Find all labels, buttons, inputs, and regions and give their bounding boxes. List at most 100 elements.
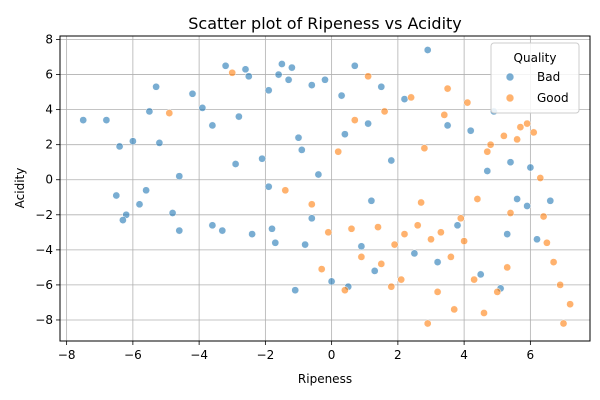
point-bad: [129, 137, 137, 146]
point-bad: [294, 133, 303, 142]
point-bad: [175, 172, 184, 181]
y-axis-ticks: −8 −6 −4 −2 0 2 4 6 8: [35, 33, 60, 327]
legend-label-good: Good: [537, 91, 569, 105]
point-good: [374, 223, 382, 231]
point-good: [443, 84, 452, 93]
point-bad: [231, 160, 240, 168]
point-bad: [533, 235, 541, 244]
point-bad: [364, 119, 372, 128]
point-bad: [400, 95, 409, 103]
point-good: [483, 147, 492, 156]
point-bad: [453, 221, 462, 230]
point-bad: [307, 214, 316, 223]
point-bad: [115, 142, 124, 151]
y-tick-label: −2: [35, 208, 53, 222]
point-good: [281, 186, 290, 195]
point-bad: [271, 238, 280, 247]
point-good: [417, 198, 425, 207]
point-good: [500, 132, 508, 140]
legend-marker-bad: [505, 72, 515, 82]
x-tick-label: 2: [394, 348, 402, 362]
point-bad: [235, 112, 243, 121]
point-bad: [168, 209, 177, 217]
legend: Quality Bad Good: [490, 42, 580, 114]
point-bad: [278, 60, 286, 68]
point-good: [536, 174, 545, 182]
point-bad: [357, 242, 366, 251]
point-good: [307, 200, 316, 209]
point-bad: [274, 70, 283, 79]
point-bad: [327, 277, 336, 286]
point-bad: [208, 121, 217, 130]
x-tick-label: −6: [124, 348, 142, 362]
x-tick-label: −8: [58, 348, 76, 362]
point-bad: [523, 202, 531, 210]
point-good: [413, 221, 422, 230]
point-good: [357, 253, 366, 261]
point-bad: [268, 224, 276, 233]
point-good: [400, 230, 409, 238]
point-bad: [188, 89, 197, 98]
x-tick-label: −4: [190, 348, 208, 362]
point-bad: [145, 107, 154, 116]
point-bad: [410, 249, 419, 258]
point-bad: [433, 258, 442, 266]
point-bad: [370, 267, 379, 275]
point-bad: [264, 86, 273, 95]
point-bad: [546, 196, 555, 205]
y-tick-label: 8: [45, 33, 53, 47]
point-bad: [102, 116, 111, 124]
point-bad: [483, 167, 492, 175]
point-bad: [198, 104, 207, 112]
point-bad: [337, 91, 346, 100]
point-good: [433, 288, 442, 296]
point-good: [460, 237, 468, 245]
point-bad: [526, 163, 535, 172]
point-bad: [443, 121, 452, 130]
point-bad: [297, 146, 306, 154]
point-good: [407, 93, 415, 102]
y-tick-label: −8: [35, 313, 53, 327]
point-good: [480, 309, 488, 317]
point-good: [513, 135, 521, 144]
point-good: [503, 263, 512, 272]
point-bad: [341, 130, 349, 139]
point-good: [397, 275, 406, 284]
point-good: [437, 228, 445, 237]
point-good: [539, 212, 548, 221]
point-good: [420, 144, 429, 153]
series-bad: [79, 46, 555, 295]
point-bad: [466, 126, 475, 135]
point-good: [387, 282, 396, 291]
point-good: [423, 319, 432, 328]
point-good: [506, 209, 515, 217]
point-bad: [476, 270, 485, 279]
point-bad: [79, 116, 88, 124]
point-good: [364, 72, 372, 81]
point-good: [440, 111, 449, 119]
y-tick-label: −6: [35, 278, 53, 292]
point-good: [543, 238, 551, 247]
point-good: [559, 319, 568, 328]
point-bad: [155, 139, 164, 147]
y-tick-label: 4: [45, 103, 53, 117]
point-bad: [244, 72, 253, 81]
point-good: [470, 275, 478, 284]
point-good: [486, 140, 495, 149]
point-bad: [503, 230, 512, 238]
point-bad: [248, 230, 256, 238]
point-bad: [288, 63, 296, 72]
point-bad: [314, 170, 323, 179]
point-bad: [291, 286, 300, 295]
point-bad: [258, 154, 266, 163]
point-good: [324, 228, 333, 237]
point-bad: [119, 216, 127, 224]
x-axis-ticks: −8 −6 −4 −2 0 2 4 6: [58, 341, 534, 362]
point-good: [493, 288, 502, 296]
point-good: [377, 260, 386, 268]
x-tick-label: 4: [460, 348, 468, 362]
point-bad: [175, 226, 184, 235]
point-bad: [350, 61, 359, 70]
point-bad: [152, 82, 160, 91]
